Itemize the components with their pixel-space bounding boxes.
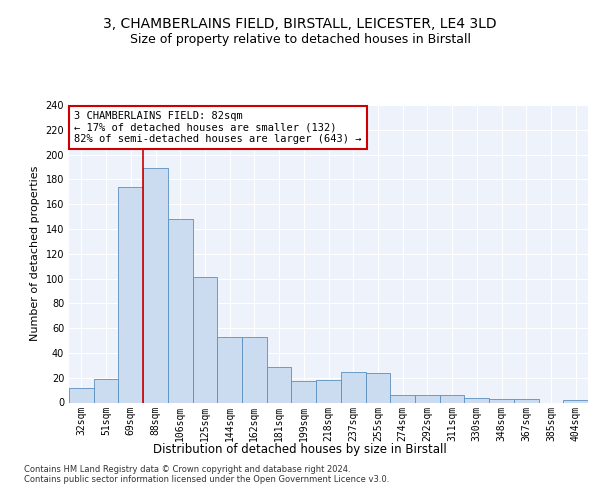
Bar <box>193 278 217 402</box>
Bar <box>390 395 415 402</box>
Text: Distribution of detached houses by size in Birstall: Distribution of detached houses by size … <box>153 442 447 456</box>
Bar <box>242 337 267 402</box>
Bar <box>316 380 341 402</box>
Bar <box>365 373 390 402</box>
Y-axis label: Number of detached properties: Number of detached properties <box>30 166 40 342</box>
Text: Size of property relative to detached houses in Birstall: Size of property relative to detached ho… <box>130 32 470 46</box>
Bar <box>217 337 242 402</box>
Bar <box>464 398 489 402</box>
Bar <box>267 366 292 402</box>
Bar <box>563 400 588 402</box>
Bar <box>341 372 365 402</box>
Bar <box>514 399 539 402</box>
Bar <box>292 382 316 402</box>
Text: 3 CHAMBERLAINS FIELD: 82sqm
← 17% of detached houses are smaller (132)
82% of se: 3 CHAMBERLAINS FIELD: 82sqm ← 17% of det… <box>74 111 362 144</box>
Bar <box>440 395 464 402</box>
Text: Contains HM Land Registry data © Crown copyright and database right 2024.
Contai: Contains HM Land Registry data © Crown c… <box>24 465 389 484</box>
Bar <box>69 388 94 402</box>
Bar <box>94 379 118 402</box>
Bar <box>118 187 143 402</box>
Bar <box>415 395 440 402</box>
Bar <box>168 219 193 402</box>
Bar <box>143 168 168 402</box>
Text: 3, CHAMBERLAINS FIELD, BIRSTALL, LEICESTER, LE4 3LD: 3, CHAMBERLAINS FIELD, BIRSTALL, LEICEST… <box>103 18 497 32</box>
Bar <box>489 399 514 402</box>
